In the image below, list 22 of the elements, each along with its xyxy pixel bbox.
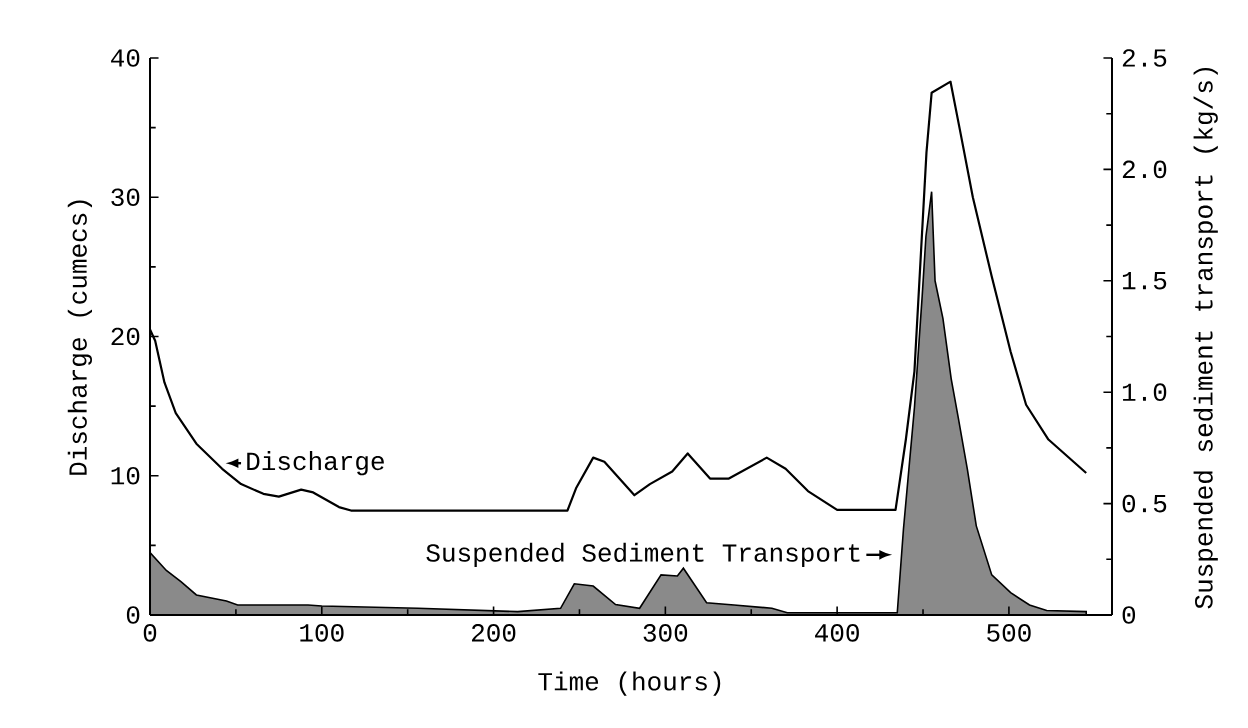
x-tick-label: 300 [643, 624, 688, 642]
y-tick-label: 20 [111, 327, 140, 346]
x-tick-label: 100 [300, 624, 344, 642]
y-tick-label: 30 [111, 188, 140, 207]
x-tick-label: 500 [987, 624, 1031, 642]
y2-tick-label: 0 [1122, 606, 1136, 624]
y-tick-label: 40 [111, 49, 140, 67]
y2-tick-label: 1.5 [1122, 272, 1167, 290]
y-axis-title: Discharge (cumecs) [67, 200, 93, 475]
x-tick-label: 0 [143, 624, 157, 642]
y-tick-label: 10 [111, 466, 140, 485]
series-label: Suspended Sediment Transport [426, 542, 860, 567]
y2-tick-label: 1.0 [1122, 383, 1167, 402]
y2-tick-label: 0.5 [1122, 494, 1167, 513]
y2-tick-label: 2.0 [1122, 160, 1167, 179]
y2-tick-label: 2.5 [1122, 49, 1167, 67]
legend-label: Discharge [247, 451, 384, 476]
y2-axis-title: Suspended sediment transport (kg/s) [1193, 67, 1218, 609]
x-axis-title: Time (hours) [538, 671, 721, 696]
y-tick-label: 0 [126, 606, 140, 624]
x-tick-label: 200 [471, 624, 516, 642]
x-tick-label: 400 [815, 624, 859, 642]
